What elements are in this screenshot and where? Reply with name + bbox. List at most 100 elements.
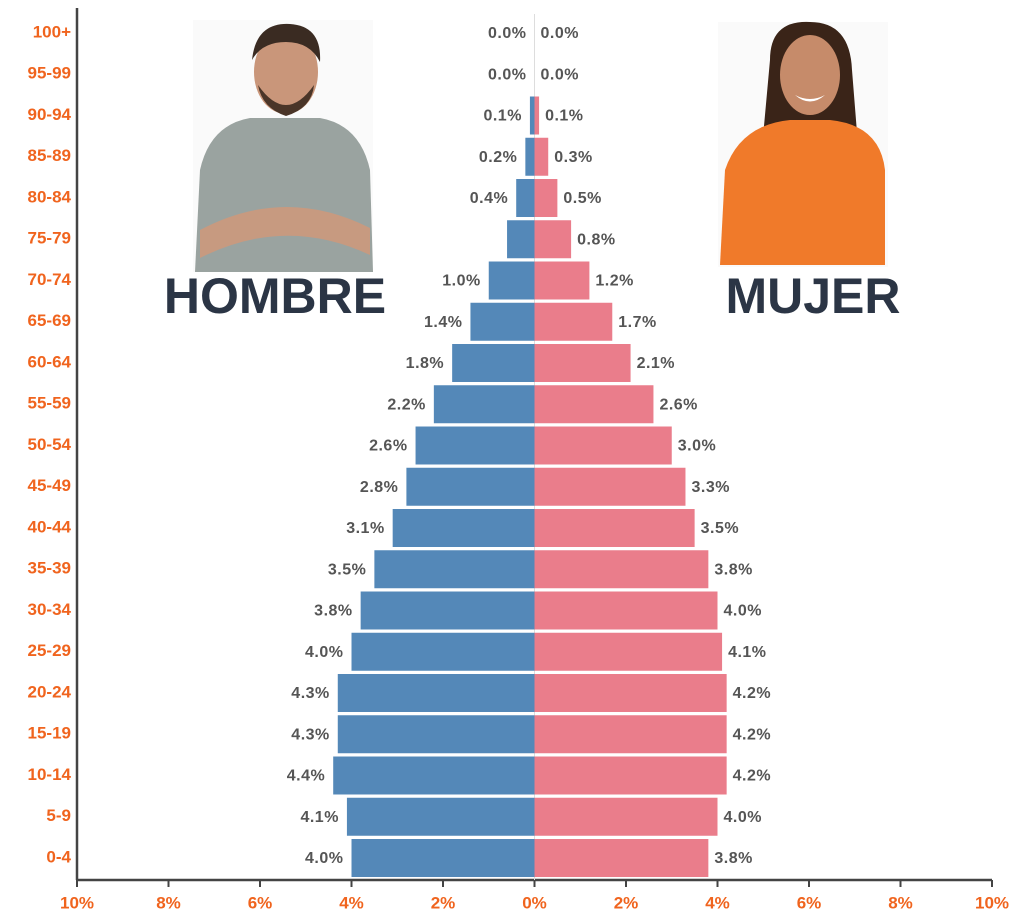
category-label: 10-14 <box>28 765 72 784</box>
value-label: 2.1% <box>637 355 675 372</box>
bar <box>534 344 631 382</box>
category-label: 30-34 <box>28 600 72 619</box>
category-label: 25-29 <box>28 641 71 660</box>
value-label: 0.0% <box>541 66 579 83</box>
category-label: 85-89 <box>28 146 71 165</box>
category-label: 70-74 <box>28 270 72 289</box>
value-label: 2.6% <box>659 396 697 413</box>
bar <box>534 797 718 836</box>
bar <box>406 467 535 506</box>
category-label: 100+ <box>33 22 71 41</box>
bar <box>415 426 535 465</box>
value-label: 0.0% <box>541 25 579 42</box>
value-label: 4.0% <box>305 850 343 867</box>
category-label: 95-99 <box>28 64 71 83</box>
x-tick-label: 2% <box>431 893 456 912</box>
value-label: 4.2% <box>733 768 771 785</box>
value-label: 0.0% <box>488 25 526 42</box>
value-label: 4.0% <box>724 603 762 620</box>
bar <box>534 385 654 424</box>
bar <box>534 426 672 465</box>
value-label: 0.8% <box>577 231 615 248</box>
bar <box>433 385 535 424</box>
bar <box>507 220 535 259</box>
value-label: 1.2% <box>595 273 633 290</box>
value-label: 2.6% <box>369 438 407 455</box>
value-label: 4.3% <box>291 685 329 702</box>
category-label: 55-59 <box>28 394 71 413</box>
bar <box>374 550 535 589</box>
value-label: 0.5% <box>563 190 601 207</box>
bar <box>534 591 718 630</box>
category-label: 5-9 <box>46 806 71 825</box>
value-label: 2.2% <box>387 396 425 413</box>
category-label: 0-4 <box>46 847 71 866</box>
bar <box>346 797 535 836</box>
bar <box>534 96 540 135</box>
bar <box>337 715 535 754</box>
bar <box>534 220 572 259</box>
x-tick-label: 4% <box>339 893 364 912</box>
man-photo <box>193 20 373 272</box>
value-label: 4.0% <box>724 809 762 826</box>
value-label: 1.7% <box>618 314 656 331</box>
category-label: 60-64 <box>28 352 72 371</box>
bar <box>470 302 535 341</box>
bar <box>534 715 727 754</box>
bar <box>534 632 723 671</box>
bar <box>488 261 535 300</box>
bar <box>452 344 535 382</box>
value-label: 0.1% <box>483 108 521 125</box>
value-label: 3.8% <box>714 561 752 578</box>
value-label: 3.5% <box>328 561 366 578</box>
bar <box>534 509 695 547</box>
bar <box>534 674 727 712</box>
value-label: 1.0% <box>442 273 480 290</box>
x-tick-label: 10% <box>60 893 94 912</box>
bar <box>534 302 613 341</box>
bar <box>529 96 535 135</box>
value-label: 1.4% <box>424 314 462 331</box>
bar <box>351 839 535 877</box>
category-label: 35-39 <box>28 559 71 578</box>
value-label: 4.3% <box>291 726 329 743</box>
x-tick-label: 2% <box>614 893 639 912</box>
value-label: 4.2% <box>733 726 771 743</box>
value-label: 0.3% <box>554 149 592 166</box>
value-label: 4.4% <box>287 768 325 785</box>
value-label: 0.2% <box>479 149 517 166</box>
male-heading: HOMBRE <box>164 268 386 324</box>
bar <box>534 756 727 795</box>
x-tick-label: 6% <box>797 893 822 912</box>
value-label: 0.0% <box>488 66 526 83</box>
category-label: 90-94 <box>28 105 72 124</box>
bar <box>525 137 535 176</box>
value-label: 3.8% <box>314 603 352 620</box>
category-label: 75-79 <box>28 229 71 248</box>
bar <box>516 179 535 217</box>
category-label: 50-54 <box>28 435 72 454</box>
category-label: 20-24 <box>28 682 72 701</box>
woman-photo <box>718 21 888 267</box>
value-label: 3.8% <box>714 850 752 867</box>
value-label: 3.5% <box>701 520 739 537</box>
value-label: 2.8% <box>360 479 398 496</box>
value-label: 1.8% <box>406 355 444 372</box>
bar <box>337 674 535 712</box>
bar <box>333 756 535 795</box>
bar <box>351 632 535 671</box>
bar <box>534 467 686 506</box>
category-label: 80-84 <box>28 187 72 206</box>
value-label: 4.2% <box>733 685 771 702</box>
bar <box>534 839 709 877</box>
x-tick-label: 6% <box>248 893 273 912</box>
bar <box>534 137 549 176</box>
value-label: 0.1% <box>545 108 583 125</box>
value-label: 0.4% <box>470 190 508 207</box>
value-label: 3.1% <box>346 520 384 537</box>
x-tick-label: 8% <box>156 893 181 912</box>
x-tick-label: 0% <box>522 893 547 912</box>
category-label: 45-49 <box>28 476 71 495</box>
bar <box>534 179 558 217</box>
